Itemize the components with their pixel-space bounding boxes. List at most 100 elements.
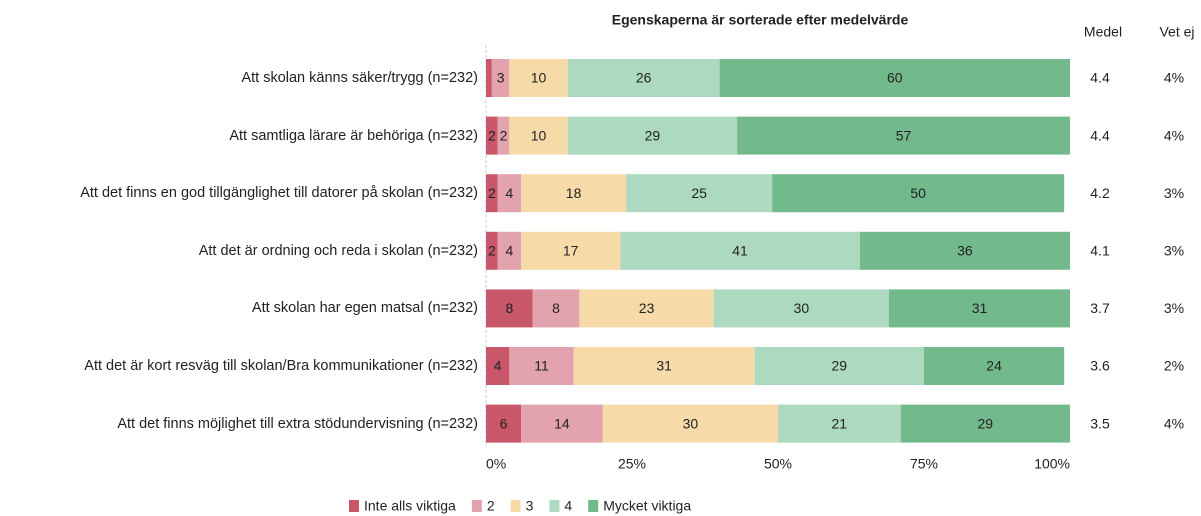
data-label: 29 [645, 127, 661, 143]
column-value: 4% [1164, 70, 1184, 86]
legend-swatch [588, 500, 599, 512]
column-value: 4% [1164, 127, 1184, 143]
data-label: 8 [552, 300, 560, 316]
legend-label: Mycket viktiga [603, 498, 691, 514]
bar-segment [626, 174, 773, 213]
data-label: 25 [691, 185, 707, 201]
bar-segment [486, 289, 533, 328]
column-value: 3.6 [1090, 358, 1110, 374]
data-label: 30 [794, 300, 810, 316]
category-label: Att det finns möjlighet till extra stödu… [117, 415, 478, 432]
bar-segment [486, 59, 492, 97]
data-label: 2 [488, 243, 496, 259]
column-header: Medel [1084, 24, 1122, 40]
bar-segment [497, 231, 522, 270]
bar-segment [737, 116, 1070, 155]
data-label: 3 [497, 70, 505, 86]
bar-segment [567, 59, 720, 97]
data-label: 10 [531, 70, 547, 86]
category-label: Att det finns en god tillgänglighet till… [80, 185, 478, 202]
column-value: 3.5 [1090, 415, 1110, 431]
legend-label: 3 [526, 498, 534, 514]
chart-title: Egenskaperna är sorterade efter medelvär… [612, 12, 909, 28]
legend-label: Inte alls viktiga [364, 498, 456, 514]
data-label: 31 [972, 300, 988, 316]
data-label: 4 [505, 185, 513, 201]
column-value: 3% [1164, 185, 1184, 201]
bar-segment [521, 404, 603, 443]
column-value: 4.2 [1090, 185, 1110, 201]
category-label: Att det är kort resväg till skolan/Bra k… [84, 358, 478, 374]
category-label: Att skolan känns säker/trygg (n=232) [241, 70, 478, 86]
bar-segment [532, 289, 580, 328]
bar-segment [509, 59, 568, 97]
data-label: 8 [505, 300, 513, 316]
data-label: 21 [832, 415, 848, 431]
data-label: 6 [500, 415, 508, 431]
data-label: 4 [494, 358, 502, 374]
data-label: 50 [910, 185, 926, 201]
data-label: 11 [534, 358, 549, 374]
data-label: 57 [896, 127, 912, 143]
bar-segment [719, 59, 1070, 97]
data-label: 4 [505, 243, 513, 259]
bar-segment [491, 59, 510, 97]
bar-segment [713, 289, 889, 328]
data-label: 24 [986, 358, 1002, 374]
data-label: 10 [531, 127, 547, 143]
column-value: 3% [1164, 243, 1184, 259]
legend-swatch [549, 500, 560, 512]
bar-segment [497, 174, 522, 213]
category-label: Att skolan har egen matsal (n=232) [251, 300, 478, 317]
column-value: 4% [1164, 415, 1184, 431]
data-label: 18 [566, 185, 582, 201]
data-label: 14 [554, 415, 570, 431]
legend-swatch [471, 500, 482, 512]
data-label: 26 [636, 70, 652, 86]
category-label: Att samtliga lärare är behöriga (n=232) [229, 127, 478, 144]
category-label: Att det är ordning och reda i skolan (n=… [198, 242, 478, 259]
bar-segment [486, 116, 498, 155]
column-value: 4.4 [1090, 70, 1110, 86]
data-label: 36 [957, 243, 973, 259]
legend-label: 2 [487, 498, 495, 514]
bar-segment [486, 231, 498, 270]
column-value: 3% [1164, 300, 1184, 316]
column-value: 4.1 [1090, 243, 1110, 259]
bar-segment [620, 231, 860, 270]
bar-segment [567, 116, 738, 155]
bar-segment [859, 231, 1070, 270]
legend-swatch [349, 500, 359, 512]
column-header: Vet ej [1159, 24, 1194, 40]
bar-segment [900, 404, 1070, 443]
data-label: 31 [656, 358, 672, 374]
legend-label: 4 [564, 498, 572, 514]
data-label: 41 [732, 243, 748, 259]
data-label: 29 [978, 415, 994, 431]
legend-swatch [510, 500, 521, 512]
bar-segment [509, 347, 574, 385]
x-tick-label: 25% [618, 456, 646, 472]
data-label: 30 [683, 415, 699, 431]
bar-segment [579, 289, 714, 328]
bar-segment [888, 289, 1070, 328]
bar-segment [509, 116, 568, 155]
column-value: 2% [1164, 358, 1184, 374]
bar-segment [602, 404, 778, 443]
bar-segment [486, 174, 498, 213]
bar-segment [521, 174, 627, 213]
column-value: 3.7 [1090, 300, 1110, 316]
bar-segment [772, 174, 1065, 213]
column-value: 4.4 [1090, 127, 1110, 143]
bar-segment [521, 231, 621, 270]
data-label: 29 [832, 358, 848, 374]
x-tick-label: 0% [486, 456, 506, 472]
data-label: 17 [563, 243, 579, 259]
bar-segment [486, 404, 522, 443]
data-label: 60 [887, 70, 903, 86]
bar-segment [754, 347, 924, 385]
bar-segment [778, 404, 901, 443]
bar-segment [486, 347, 510, 385]
bar-segment [573, 347, 755, 385]
